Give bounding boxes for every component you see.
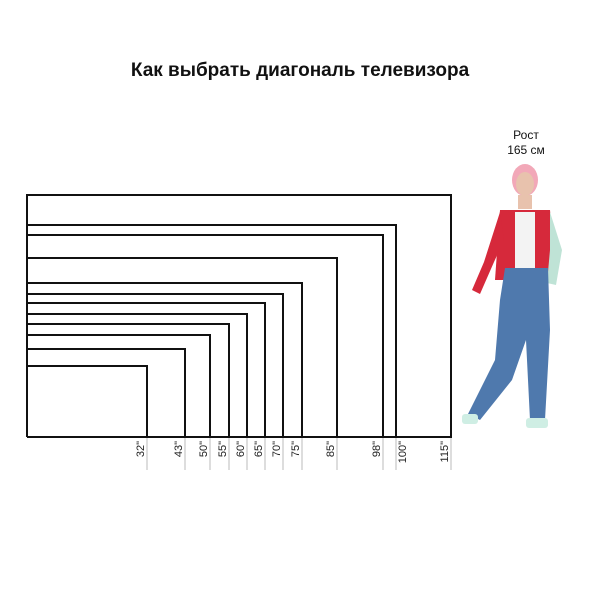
diagonal-label-65: 65" — [253, 441, 265, 457]
diagonal-label-115: 115" — [439, 441, 451, 463]
tv-outline-60 — [26, 313, 248, 437]
diagonal-label-70: 70" — [271, 441, 283, 457]
diagonal-label-32: 32" — [135, 441, 147, 457]
height-label-line1: Рост — [513, 128, 539, 142]
diagonal-label-85: 85" — [325, 441, 337, 457]
diagonal-label-55: 55" — [217, 441, 229, 457]
diagonal-label-100: 100" — [397, 441, 409, 463]
height-label-line2: 165 см — [507, 143, 545, 157]
diagonal-label-60: 60" — [235, 441, 247, 457]
tv-outline-85 — [26, 257, 338, 437]
person-height-label: Рост 165 см — [496, 128, 556, 158]
tv-outline-55 — [26, 323, 230, 437]
tv-outline-50 — [26, 334, 211, 437]
tv-outline-100 — [26, 224, 397, 437]
diagonal-label-50: 50" — [198, 441, 210, 457]
tv-outline-75 — [26, 282, 303, 437]
tv-outline-115 — [26, 194, 452, 437]
diagonal-label-98: 98" — [371, 441, 383, 457]
page-title: Как выбрать диагональ телевизора — [130, 60, 470, 81]
diagonal-label-43: 43" — [173, 441, 185, 457]
tv-outline-32 — [26, 365, 148, 437]
tv-outline-43 — [26, 348, 186, 437]
diagonal-label-75: 75" — [290, 441, 302, 457]
